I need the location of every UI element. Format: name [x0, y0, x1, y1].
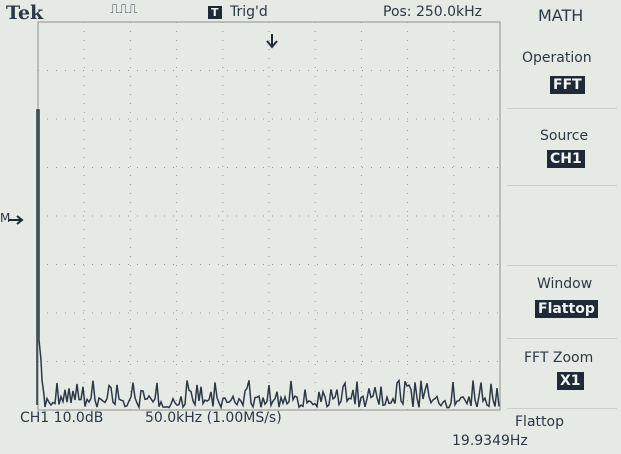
menu-title: MATH: [538, 6, 583, 25]
menu-separator: [507, 265, 617, 266]
window-status: Flattop: [515, 414, 564, 430]
menu-label[interactable]: Operation: [522, 50, 592, 66]
menu-value[interactable]: X1: [557, 372, 584, 390]
fft-trace: [37, 110, 499, 408]
trigger-status: Trig'd: [230, 4, 268, 20]
menu-label[interactable]: Source: [540, 128, 588, 144]
graticule: [0, 0, 621, 454]
timebase: 50.0kHz (1.00MS/s): [145, 410, 282, 426]
menu-value[interactable]: FFT: [550, 76, 585, 94]
position: Pos: 250.0kHz: [383, 4, 482, 20]
menu-separator: [507, 338, 617, 339]
trigger-icon: T: [208, 6, 222, 19]
frequency-readout: 19.9349Hz: [452, 433, 528, 449]
oscilloscope-screen: Tek ⎍⎍⎍ T Trig'd Pos: 250.0kHz MATH M Op…: [0, 0, 621, 454]
menu-value[interactable]: Flattop: [535, 300, 598, 318]
menu-label[interactable]: Window: [537, 276, 592, 292]
graticule-border: [38, 22, 500, 410]
brand: Tek: [6, 2, 43, 24]
menu-label[interactable]: FFT Zoom: [524, 350, 593, 366]
math-marker: M: [0, 211, 10, 225]
channel-scale: CH1 10.0dB: [20, 410, 103, 426]
menu-value[interactable]: CH1: [547, 150, 585, 168]
menu-separator: [507, 108, 617, 109]
menu-separator: [507, 408, 617, 409]
acquisition-icon: ⎍⎍⎍: [110, 2, 137, 17]
menu-separator: [507, 185, 617, 186]
